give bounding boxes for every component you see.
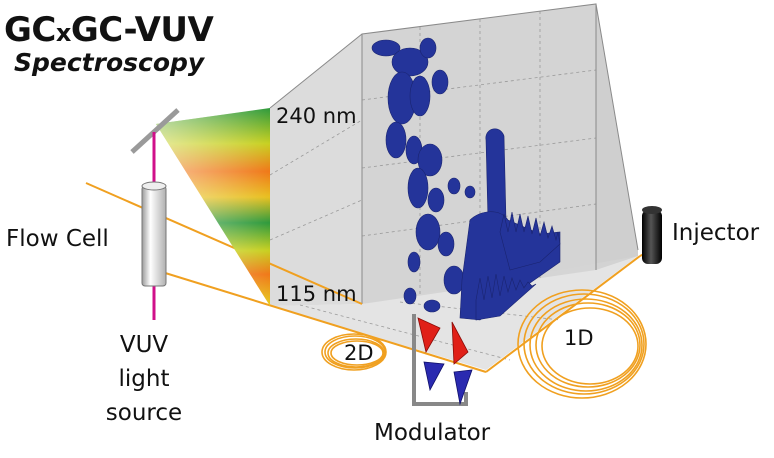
box-left-face bbox=[270, 34, 362, 306]
vuv-source-line-2: light bbox=[118, 366, 170, 392]
flow-cell-body bbox=[141, 185, 167, 287]
peak bbox=[385, 121, 407, 159]
spectrum-shading bbox=[156, 108, 270, 306]
box-side-face bbox=[596, 4, 638, 270]
peak bbox=[443, 265, 465, 295]
flow-cell bbox=[141, 181, 167, 287]
peak bbox=[431, 69, 449, 95]
modulator-blue-cone-left bbox=[423, 361, 445, 392]
column-top-line bbox=[85, 182, 363, 305]
injector bbox=[642, 206, 662, 264]
wavelength-top-label: 240 nm bbox=[276, 104, 357, 128]
flow-cell-label: Flow Cell bbox=[6, 226, 109, 252]
peak bbox=[415, 213, 441, 251]
spectrum-fan bbox=[156, 108, 270, 306]
peak bbox=[427, 187, 445, 213]
peak bbox=[464, 185, 476, 199]
peak bbox=[437, 231, 455, 257]
peak bbox=[407, 167, 429, 209]
vuv-source-line-1: VUV bbox=[119, 332, 169, 358]
modulator-red-cone-right bbox=[451, 321, 469, 365]
diagram-title: GCxGC-VUV bbox=[4, 10, 214, 50]
chromatogram-peaks bbox=[371, 37, 561, 321]
box-edges bbox=[269, 3, 639, 304]
column-front-line bbox=[161, 271, 487, 373]
modulator bbox=[412, 314, 473, 406]
coil-1d bbox=[517, 289, 647, 399]
title-part-gc: GC bbox=[4, 10, 56, 50]
diagram-subtitle: Spectroscopy bbox=[14, 48, 205, 77]
peak bbox=[371, 39, 401, 57]
peak-comb bbox=[499, 211, 561, 271]
box-front-face bbox=[270, 256, 638, 370]
peak bbox=[403, 287, 417, 305]
grating-mirror bbox=[130, 108, 180, 154]
title-part-gc-vuv: GC-VUV bbox=[70, 10, 214, 50]
peak bbox=[409, 75, 431, 117]
modulator-red-cone-left bbox=[417, 317, 441, 354]
peak bbox=[447, 177, 461, 195]
vuv-source-label: VUV light source bbox=[94, 328, 194, 430]
modulator-frame bbox=[412, 314, 468, 406]
peak bbox=[391, 47, 429, 77]
injector-body bbox=[642, 210, 662, 264]
column-1d-label: 1D bbox=[564, 326, 594, 350]
title-part-x: x bbox=[55, 19, 71, 47]
peak bbox=[417, 143, 443, 177]
injector-top bbox=[642, 206, 662, 214]
peak bbox=[419, 37, 437, 59]
peak-comb bbox=[475, 273, 537, 321]
vuv-source-line-3: source bbox=[105, 400, 183, 426]
modulator-label: Modulator bbox=[374, 420, 491, 446]
injector-label: Injector bbox=[672, 220, 760, 246]
wavelength-bottom-label: 115 nm bbox=[276, 282, 357, 306]
peak bbox=[423, 299, 441, 313]
coil-2d bbox=[321, 333, 387, 371]
peak bbox=[407, 251, 421, 273]
flow-cell-top bbox=[141, 181, 167, 191]
column-2d-label: 2D bbox=[344, 341, 374, 365]
modulator-blue-cone-right bbox=[453, 369, 473, 406]
